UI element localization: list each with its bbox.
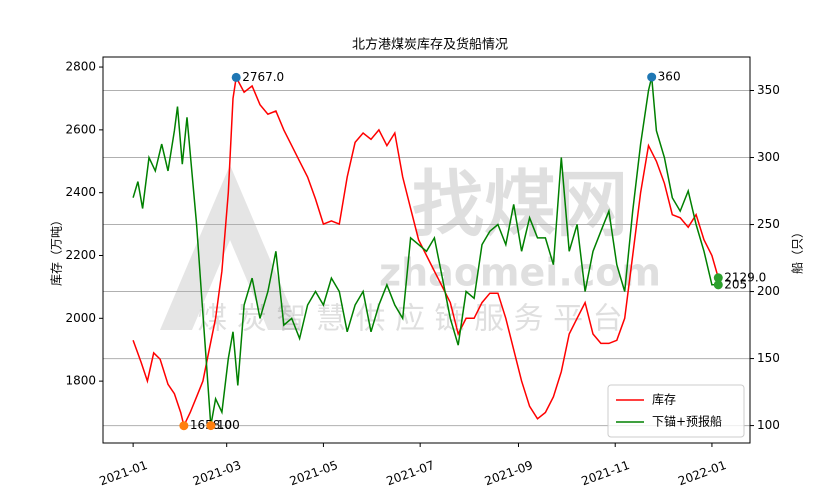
y-tick-label: 2400: [65, 185, 96, 199]
y2-tick-label: 200: [757, 284, 780, 298]
annotation-label: 360: [658, 70, 681, 84]
y2-axis-label: 船（只）: [791, 226, 805, 274]
annotation-label: 100: [217, 418, 240, 432]
annotation-marker: [231, 72, 241, 82]
x-tick-label: 2021-05: [288, 458, 340, 488]
y2-tick-label: 350: [757, 83, 780, 97]
x-tick-label: 2021-07: [384, 458, 436, 488]
y-tick-label: 2200: [65, 248, 96, 262]
x-tick-label: 2021-01: [97, 458, 149, 488]
legend-label: 下锚+预报船: [652, 414, 722, 429]
annotation-label: 205: [724, 277, 747, 291]
watermark: 煤 炭 智 慧 供 应 链 服 务 平 台: [197, 302, 622, 337]
annotation-marker: [713, 280, 723, 290]
y2-tick-label: 100: [757, 418, 780, 432]
y2-tick-label: 150: [757, 351, 780, 365]
plot-frame: [102, 56, 751, 444]
chart-title: 北方港煤炭库存及货船情况: [352, 37, 508, 53]
annotation-label: 2767.0: [242, 70, 284, 84]
y-tick-label: 2600: [65, 122, 96, 136]
x-tick-label: 2022-01: [676, 458, 728, 488]
watermark: zhaomei.com: [379, 251, 661, 295]
annotation-marker: [206, 421, 216, 431]
x-tick-label: 2021-11: [580, 458, 632, 488]
series-line: [132, 76, 719, 426]
y2-tick-label: 250: [757, 217, 780, 231]
annotation-label: 2129.0: [724, 270, 766, 284]
y-tick-label: 1800: [65, 374, 96, 388]
y-tick-label: 2000: [65, 311, 96, 325]
x-tick-label: 2021-09: [483, 458, 535, 488]
x-tick-label: 2021-03: [191, 458, 243, 488]
annotation-marker: [713, 273, 723, 283]
y-tick-label: 2800: [65, 60, 96, 74]
watermark-logo: [160, 165, 300, 330]
watermark: 找煤网: [412, 163, 628, 247]
y2-tick-label: 300: [757, 150, 780, 164]
annotation-marker: [647, 72, 657, 82]
legend-label: 库存: [652, 392, 676, 407]
y-axis-label: 库存（万吨）: [49, 214, 64, 286]
series-line: [132, 75, 720, 428]
legend-box: [607, 384, 745, 438]
annotation-marker: [179, 421, 189, 431]
